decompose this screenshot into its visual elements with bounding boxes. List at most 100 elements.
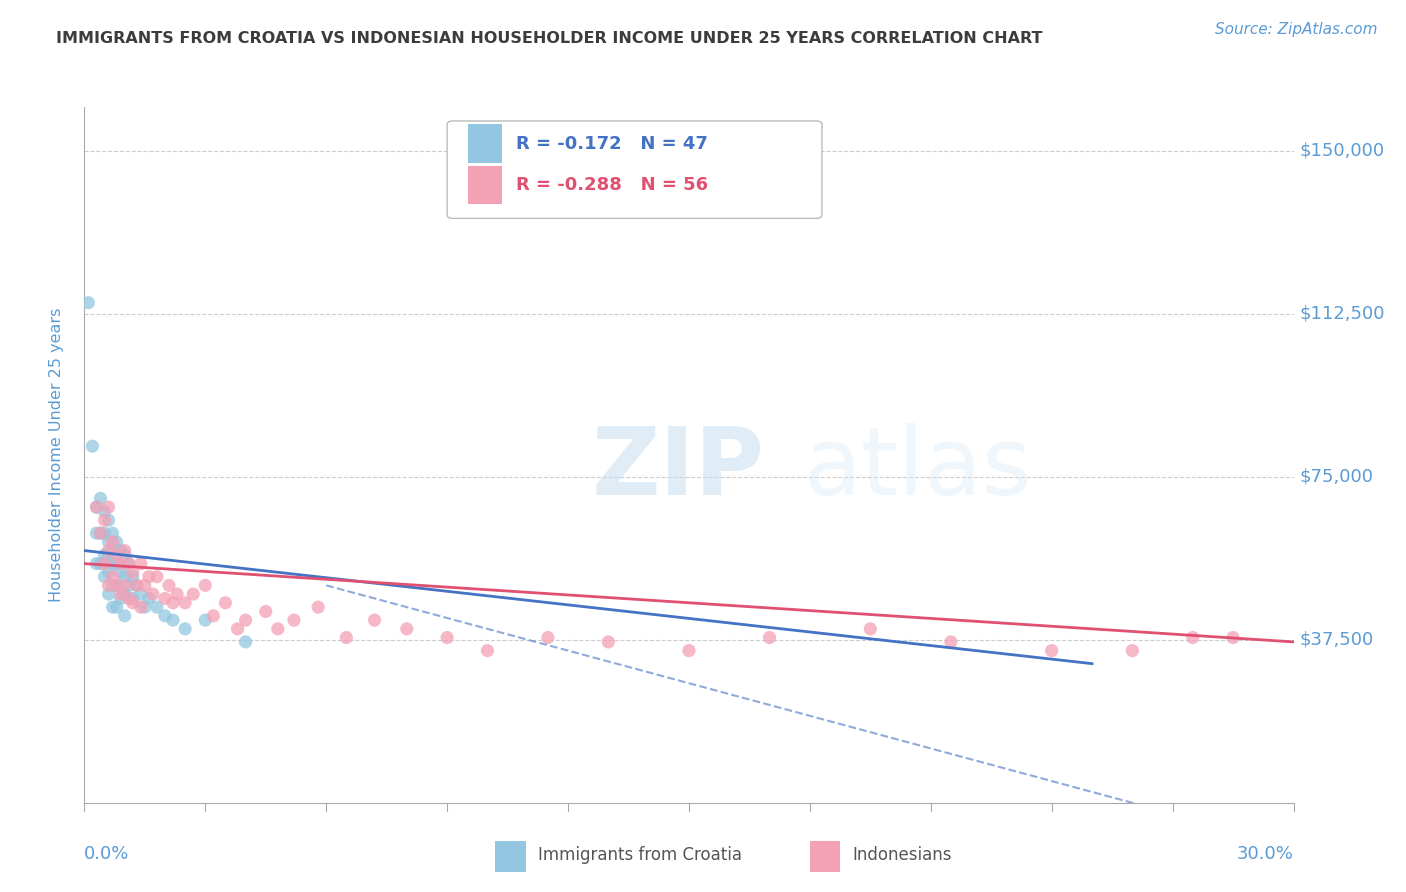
Text: 30.0%: 30.0% [1237, 845, 1294, 863]
Point [181, 587, 204, 601]
Point [166, 587, 188, 601]
Point [93, 513, 115, 527]
Point [97, 566, 120, 580]
Point [235, 613, 257, 627]
Point [77, 295, 100, 310]
Text: R = -0.288   N = 56: R = -0.288 N = 56 [516, 177, 709, 194]
Y-axis label: Householder Income Under 25 years: Householder Income Under 25 years [49, 308, 63, 602]
Point [283, 613, 305, 627]
Point [105, 600, 128, 615]
Point [105, 578, 128, 592]
Point [89, 557, 111, 571]
Point [939, 635, 962, 649]
Point [93, 557, 115, 571]
Point [86, 500, 108, 514]
Text: atlas: atlas [804, 423, 1032, 515]
Text: ZIP: ZIP [592, 423, 765, 515]
Point [363, 613, 385, 627]
Bar [468, 166, 502, 204]
Point [129, 600, 152, 615]
Point [97, 543, 120, 558]
Text: $112,500: $112,500 [1299, 304, 1385, 323]
Text: Source: ZipAtlas.com: Source: ZipAtlas.com [1215, 22, 1378, 37]
Point [114, 608, 136, 623]
Point [129, 557, 152, 571]
Text: $37,500: $37,500 [1299, 631, 1374, 648]
Point [125, 578, 148, 592]
Point [125, 578, 148, 592]
Point [118, 578, 141, 592]
Point [93, 526, 115, 541]
Point [105, 578, 128, 592]
Point [134, 600, 156, 615]
Point [105, 557, 128, 571]
Text: Indonesians: Indonesians [852, 846, 952, 864]
Point [267, 622, 290, 636]
Text: $75,000: $75,000 [1299, 467, 1374, 485]
Point [162, 613, 184, 627]
Point [153, 591, 176, 606]
Point [134, 578, 156, 592]
Point [121, 591, 143, 606]
Text: R = -0.172   N = 47: R = -0.172 N = 47 [516, 135, 707, 153]
Point [121, 570, 143, 584]
Point [138, 591, 160, 606]
Point [110, 591, 132, 606]
Point [86, 557, 108, 571]
Point [114, 587, 136, 601]
Point [142, 587, 165, 601]
Point [678, 643, 700, 657]
Point [93, 504, 115, 518]
FancyBboxPatch shape [447, 121, 823, 219]
Point [129, 587, 152, 601]
Text: 0.0%: 0.0% [84, 845, 129, 863]
Point [114, 543, 136, 558]
Point [335, 631, 357, 645]
Point [97, 535, 120, 549]
Point [598, 635, 620, 649]
Point [110, 566, 132, 580]
Bar [468, 124, 502, 162]
Point [101, 526, 124, 541]
Text: $150,000: $150,000 [1299, 142, 1385, 160]
Point [93, 570, 115, 584]
Point [202, 608, 225, 623]
Point [82, 439, 104, 453]
Point [89, 526, 111, 541]
Point [1181, 631, 1204, 645]
Point [146, 600, 169, 615]
Point [101, 535, 124, 549]
Point [146, 570, 169, 584]
Point [121, 596, 143, 610]
Point [194, 578, 217, 592]
Point [110, 587, 132, 601]
Point [93, 548, 115, 562]
Bar [810, 841, 841, 872]
Point [214, 596, 236, 610]
Point [114, 578, 136, 592]
Point [537, 631, 560, 645]
Point [162, 596, 184, 610]
Point [118, 557, 141, 571]
Point [254, 605, 277, 619]
Point [157, 578, 180, 592]
Point [859, 622, 882, 636]
Point [101, 543, 124, 558]
Point [97, 578, 120, 592]
Point [89, 526, 111, 541]
Point [1222, 631, 1244, 645]
Point [226, 622, 249, 636]
Point [436, 631, 458, 645]
Point [110, 557, 132, 571]
Point [1040, 643, 1063, 657]
Point [86, 526, 108, 541]
Point [114, 548, 136, 562]
Point [395, 622, 418, 636]
Point [121, 566, 143, 580]
Point [174, 622, 197, 636]
Point [97, 500, 120, 514]
Point [153, 608, 176, 623]
Point [105, 535, 128, 549]
Point [758, 631, 780, 645]
Point [86, 500, 108, 514]
